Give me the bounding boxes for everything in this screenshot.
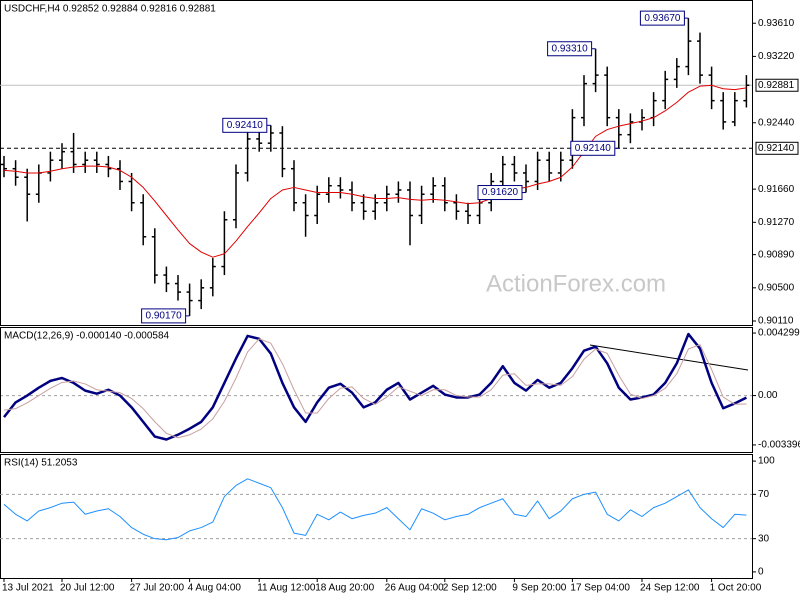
series-line bbox=[3, 84, 747, 258]
annotation-box bbox=[141, 308, 187, 324]
y-tick-label: 0.90110 bbox=[758, 316, 794, 327]
y-tick-label: 30 bbox=[758, 533, 770, 544]
x-tick-label: 4 Aug 04:00 bbox=[188, 583, 242, 594]
annotation-label: 0.93670 bbox=[644, 13, 681, 24]
x-tick-label: 20 Jul 12:00 bbox=[60, 583, 115, 594]
y-tick-label: 0.91270 bbox=[758, 217, 795, 228]
price-label: 0.92140 bbox=[758, 143, 795, 154]
panel-title: USDCHF,H4 0.92852 0.92884 0.92816 0.9288… bbox=[4, 4, 216, 15]
series-line bbox=[3, 338, 747, 439]
y-tick-label: 100 bbox=[758, 456, 775, 467]
y-tick-label: 0.91660 bbox=[758, 184, 795, 195]
x-tick-label: 18 Aug 20:00 bbox=[315, 583, 374, 594]
y-tick-label: 0.92440 bbox=[758, 117, 795, 128]
annotation-box bbox=[639, 10, 685, 26]
x-tick-label: 9 Sep 20:00 bbox=[512, 583, 566, 594]
x-tick-label: 27 Jul 20:00 bbox=[130, 583, 185, 594]
annotation-box bbox=[547, 41, 593, 57]
annotation-box bbox=[477, 185, 523, 201]
annotation-label: 0.91620 bbox=[482, 187, 519, 198]
y-tick-label: 0.90500 bbox=[758, 282, 795, 293]
panel-title: RSI(14) 51.2053 bbox=[4, 458, 78, 469]
annotation-box bbox=[222, 117, 268, 133]
panel-title: MACD(12,26,9) -0.000140 -0.000584 bbox=[4, 331, 170, 342]
y-tick-label: 0.004299 bbox=[758, 328, 800, 339]
price-label-box bbox=[755, 78, 799, 92]
x-tick-label: 2 Sep 12:00 bbox=[443, 583, 497, 594]
annotation-box bbox=[570, 140, 616, 156]
x-tick-label: 13 Jul 2021 bbox=[2, 583, 54, 594]
x-tick-label: 24 Sep 12:00 bbox=[640, 583, 700, 594]
x-tick-label: 1 Oct 20:00 bbox=[710, 583, 762, 594]
y-tick-label: -0.003396 bbox=[758, 440, 800, 451]
y-tick-label: 0.00 bbox=[758, 390, 778, 401]
x-tick-label: 17 Sep 04:00 bbox=[570, 583, 630, 594]
series-line bbox=[3, 478, 747, 541]
annotation-label: 0.92140 bbox=[575, 143, 612, 154]
y-tick-label: 0.93610 bbox=[758, 18, 795, 29]
annotation-label: 0.90170 bbox=[146, 311, 183, 322]
annotation-label: 0.93310 bbox=[552, 43, 589, 54]
price-label-box bbox=[755, 141, 799, 155]
y-tick-label: 0.90890 bbox=[758, 249, 795, 260]
y-tick-label: 0.93220 bbox=[758, 51, 795, 62]
annotation-label: 0.92410 bbox=[227, 120, 264, 131]
series-line bbox=[3, 332, 747, 441]
watermark: ActionForex.com bbox=[486, 270, 666, 297]
y-tick-label: 70 bbox=[758, 489, 770, 500]
x-tick-label: 11 Aug 12:00 bbox=[257, 583, 316, 594]
price-label: 0.92881 bbox=[758, 80, 795, 91]
y-tick-label: 0 bbox=[758, 567, 764, 578]
x-tick-label: 26 Aug 04:00 bbox=[385, 583, 444, 594]
macd-trendline bbox=[589, 344, 749, 371]
